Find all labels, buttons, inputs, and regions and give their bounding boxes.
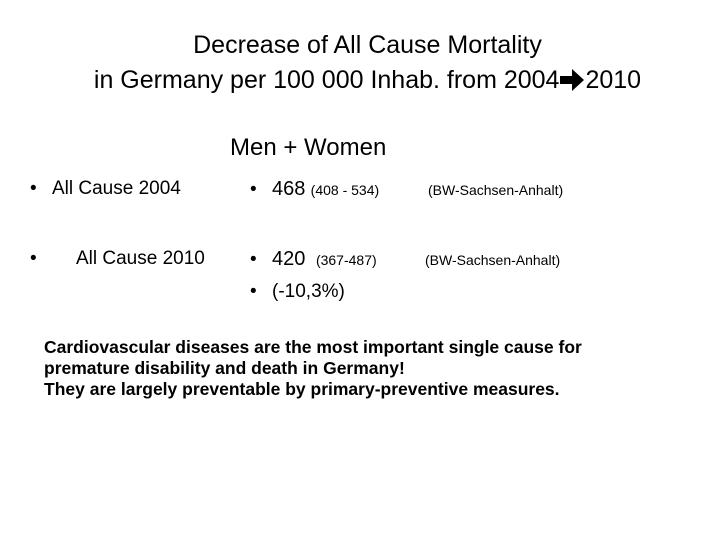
title-line-2: in Germany per 100 000 Inhab. from 2004 2… [0, 63, 720, 98]
title-line-2-suffix: 2010 [585, 66, 642, 94]
row-1-label: • All Cause 2004 [30, 178, 181, 200]
value: 468 [272, 178, 306, 200]
bullet: • [250, 281, 257, 302]
value: 420 [272, 248, 306, 270]
footer-line-1: Cardiovascular diseases are the most imp… [44, 337, 582, 357]
bullet: • [250, 249, 257, 270]
footer-line-2: premature disability and death in German… [44, 358, 405, 378]
title-line-2-prefix: in Germany per 100 000 Inhab. from 2004 [93, 66, 560, 94]
slide-title: Decrease of All Cause Mortality in Germa… [0, 28, 720, 98]
footer-line-3: They are largely preventable by primary-… [44, 379, 560, 399]
right-arrow-icon [560, 69, 585, 91]
bullet: • [250, 179, 257, 200]
row-1-region: (BW-Sachsen-Anhalt) [428, 182, 564, 198]
row-label: All Cause 2004 [52, 178, 181, 199]
title-line-1: Decrease of All Cause Mortality [193, 31, 542, 59]
bullet: • [30, 178, 37, 199]
footer-text: Cardiovascular diseases are the most imp… [44, 337, 704, 400]
bullet: • [30, 248, 37, 269]
row-1-value: • 468 (408 - 534) [250, 178, 379, 201]
row-label: All Cause 2010 [76, 248, 205, 269]
range: (367-487) [315, 252, 377, 268]
row-2-value: • 420 (367-487) [250, 248, 377, 271]
change-value: (-10,3%) [272, 281, 345, 302]
subheading: Men + Women [230, 134, 387, 161]
range: (408 - 534) [310, 182, 380, 198]
row-2-change: • (-10,3%) [250, 281, 345, 303]
row-2-label: • All Cause 2010 [30, 248, 205, 270]
row-2-region: (BW-Sachsen-Anhalt) [425, 252, 561, 268]
